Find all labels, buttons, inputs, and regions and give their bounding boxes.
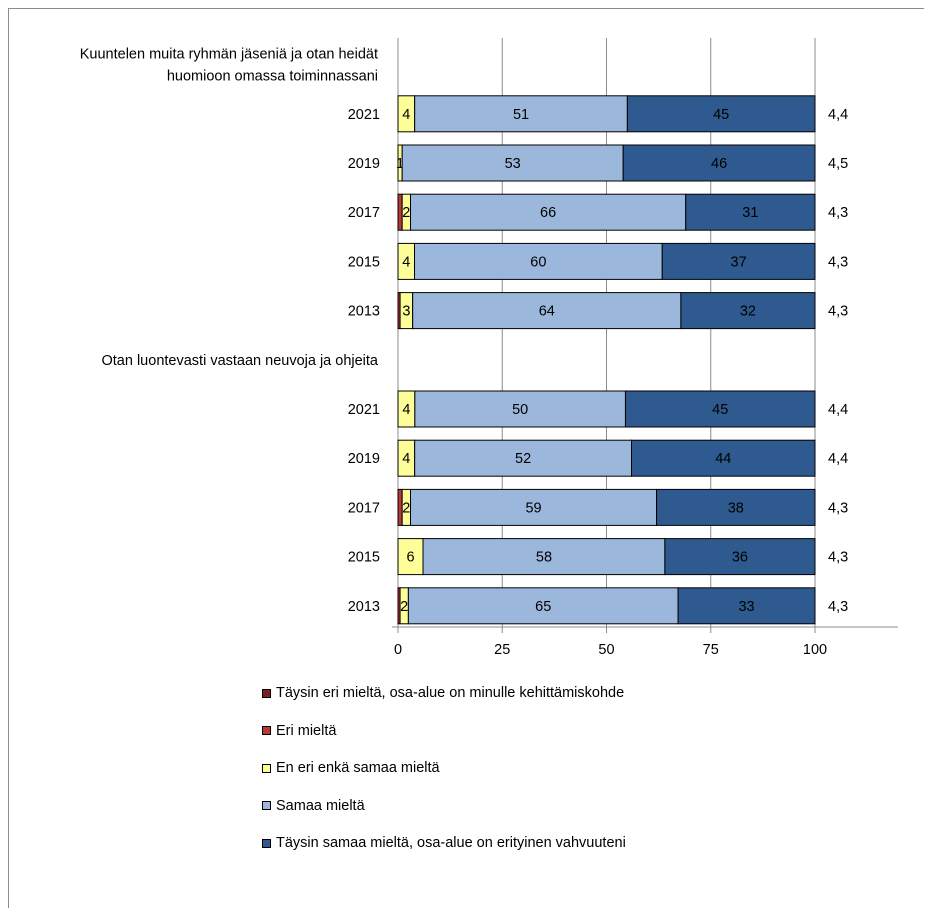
- data-label: 66: [540, 205, 556, 221]
- legend-item: Täysin eri mieltä, osa-alue on minulle k…: [262, 683, 624, 703]
- bar-segment: [414, 390, 626, 428]
- legend-item: En eri enkä samaa mieltä: [262, 758, 440, 778]
- legend-label: Täysin samaa mieltä, osa-alue on erityin…: [276, 835, 626, 851]
- bar-segment: [624, 390, 816, 428]
- bar-segment: [397, 538, 424, 576]
- data-label: 45: [712, 402, 728, 418]
- bar-segment: [414, 242, 663, 280]
- bar-segment: [414, 439, 633, 477]
- data-label: 65: [535, 599, 551, 615]
- data-label: 37: [731, 254, 747, 270]
- year-label: 2019: [348, 156, 380, 172]
- mean-value: 4,3: [828, 205, 848, 221]
- year-label: 2015: [348, 254, 380, 270]
- mean-value: 4,4: [828, 402, 848, 418]
- data-label: 4: [402, 254, 410, 270]
- data-label: 32: [740, 304, 756, 320]
- data-label: 3: [402, 304, 410, 320]
- x-tick-label: 100: [803, 642, 827, 658]
- bar-segment: [422, 538, 666, 576]
- chart-frame: [8, 8, 924, 908]
- legend-swatch: [262, 763, 271, 773]
- mean-value: 4,4: [828, 451, 848, 467]
- data-label: 31: [742, 205, 758, 221]
- bar-segment: [622, 144, 816, 182]
- legend-label: En eri enkä samaa mieltä: [276, 760, 440, 776]
- legend-swatch: [262, 726, 271, 735]
- x-tick-label: 0: [394, 642, 402, 658]
- data-label: 58: [536, 550, 552, 566]
- year-label: 2013: [348, 599, 380, 615]
- x-tick-label: 50: [598, 642, 614, 658]
- bar-segment: [407, 587, 679, 625]
- year-label: 2021: [348, 402, 380, 418]
- data-label: 2: [402, 500, 410, 516]
- bar-segment: [661, 242, 816, 280]
- mean-value: 4,3: [828, 500, 848, 516]
- data-label: 50: [512, 402, 528, 418]
- group-title: huomioon omassa toiminnassani: [167, 69, 378, 85]
- data-label: 44: [715, 451, 731, 467]
- data-label: 4: [402, 451, 410, 467]
- data-label: 51: [513, 107, 529, 123]
- legend-item: Samaa mieltä: [262, 796, 365, 816]
- mean-value: 4,3: [828, 254, 848, 270]
- data-label: 52: [515, 451, 531, 467]
- bar-segment: [664, 538, 816, 576]
- legend-label: Samaa mieltä: [276, 797, 365, 814]
- data-label: 4: [402, 107, 410, 123]
- bar-segment: [412, 292, 682, 330]
- year-label: 2021: [348, 107, 380, 123]
- data-label: 46: [711, 156, 727, 172]
- mean-value: 4,3: [828, 304, 848, 320]
- mean-value: 4,5: [828, 156, 848, 172]
- bar-segment: [410, 488, 658, 526]
- data-label: 33: [738, 599, 754, 615]
- data-label: 36: [732, 550, 748, 566]
- year-label: 2019: [348, 451, 380, 467]
- bar-segment: [656, 488, 816, 526]
- data-label: 2: [400, 599, 408, 615]
- legend-label: Täysin eri mieltä, osa-alue on minulle k…: [276, 685, 625, 701]
- x-tick-label: 25: [494, 642, 510, 658]
- data-label: 59: [525, 500, 541, 516]
- year-label: 2017: [348, 205, 380, 221]
- data-label: 45: [713, 107, 729, 123]
- x-tick-label: 75: [703, 642, 719, 658]
- group-title: Kuuntelen muita ryhmän jäseniä ja otan h…: [80, 47, 378, 63]
- legend-label: Eri mieltä: [276, 722, 337, 739]
- legend-swatch: [262, 801, 271, 810]
- group-title: Otan luontevasti vastaan neuvoja ja ohje…: [102, 353, 379, 369]
- legend-swatch: [262, 838, 271, 848]
- mean-value: 4,3: [828, 550, 848, 566]
- legend-item: Eri mieltä: [262, 721, 336, 741]
- data-label: 38: [728, 500, 744, 516]
- data-label: 4: [402, 402, 410, 418]
- legend-item: Täysin samaa mieltä, osa-alue on erityin…: [262, 833, 626, 853]
- data-label: 53: [505, 156, 521, 172]
- bar-segment: [631, 439, 816, 477]
- bar-segment: [685, 193, 816, 231]
- bar-segment: [677, 587, 816, 625]
- mean-value: 4,4: [828, 107, 848, 123]
- data-label: 64: [539, 304, 555, 320]
- bar-segment: [626, 95, 816, 133]
- legend-swatch: [262, 688, 271, 698]
- mean-value: 4,3: [828, 599, 848, 615]
- data-label: 1: [396, 156, 404, 172]
- year-label: 2013: [348, 304, 380, 320]
- data-label: 2: [402, 205, 410, 221]
- year-label: 2017: [348, 500, 380, 516]
- data-label: 60: [530, 254, 546, 270]
- bar-segment: [680, 292, 816, 330]
- data-label: 6: [406, 550, 414, 566]
- year-label: 2015: [348, 550, 380, 566]
